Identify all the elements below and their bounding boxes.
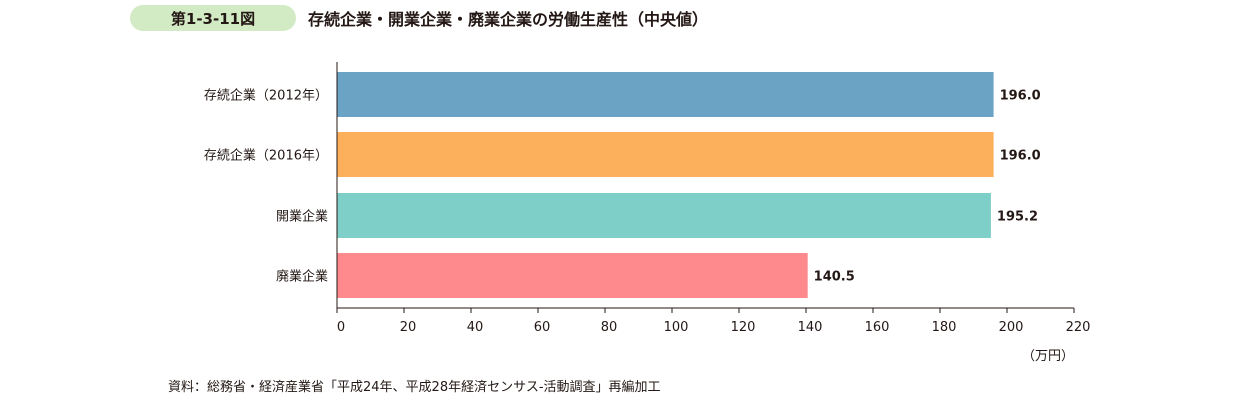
bars-layer: 196.0 196.0 195.2 140.5	[337, 72, 1041, 298]
x-tick-label: 40	[467, 320, 484, 335]
x-tick-label: 180	[932, 320, 957, 335]
figure-title: 存続企業・開業企業・廃業企業の労働生産性（中央値）	[308, 10, 709, 29]
category-label: 存続企業（2012年）	[204, 88, 328, 104]
x-tick-label: 140	[798, 320, 823, 335]
bar-2	[337, 132, 994, 177]
x-axis-unit-label: （万円）	[1022, 349, 1074, 364]
x-tick-label: 160	[865, 320, 890, 335]
bar-value-label: 196.0	[1000, 149, 1041, 164]
category-label: 廃業企業	[276, 269, 328, 285]
x-tick-label: 60	[534, 320, 551, 335]
x-tick-label: 220	[1066, 320, 1091, 335]
x-tick-label: 0	[337, 320, 345, 335]
figure-header: 第1-3-11図 存続企業・開業企業・廃業企業の労働生産性（中央値）	[130, 5, 708, 31]
x-tick-label: 100	[664, 320, 689, 335]
x-tick-label: 80	[601, 320, 618, 335]
x-axis-ticks: 0 20 40 60 80 100 120 140 160 180 200 220	[336, 308, 1091, 335]
source-note: 資料：総務省・経済産業省「平成24年、平成28年経済センサス‐活動調査」再編加工	[168, 380, 661, 395]
bar-value-label: 140.5	[814, 270, 855, 285]
bar-3	[337, 193, 991, 238]
x-tick-label: 120	[731, 320, 756, 335]
bar-value-label: 196.0	[1000, 89, 1041, 104]
category-label: 開業企業	[276, 209, 328, 225]
bar-4	[337, 253, 808, 298]
category-label: 存続企業（2016年）	[204, 148, 328, 164]
bar-value-label: 195.2	[997, 210, 1038, 225]
x-tick-label: 20	[400, 320, 417, 335]
figure-number-badge: 第1-3-11図	[130, 5, 296, 31]
bar-1	[337, 72, 994, 117]
x-tick-label: 200	[999, 320, 1024, 335]
